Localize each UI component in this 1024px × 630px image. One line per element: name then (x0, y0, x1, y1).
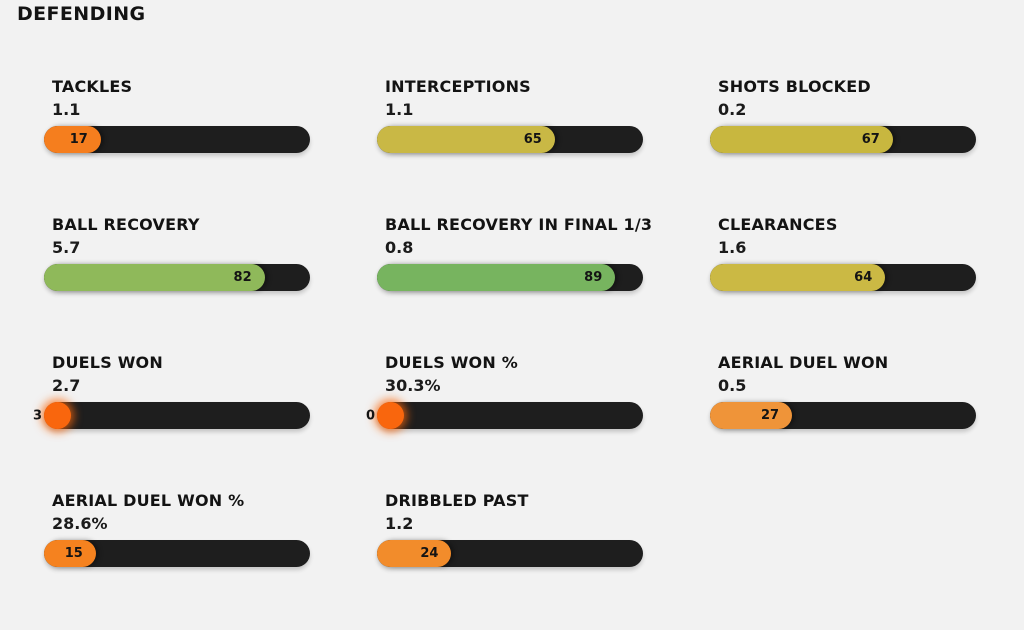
percentile-bar-track: 65 (377, 126, 643, 153)
percentile-pill: 64 (710, 264, 886, 291)
percentile-pill: 27 (710, 402, 793, 429)
percentile-number: 27 (760, 408, 780, 423)
percentile-number-outside: 0 (365, 408, 375, 423)
percentile-number: 15 (64, 546, 83, 561)
percentile-pill (44, 402, 71, 429)
stat-value: 5.7 (52, 238, 81, 257)
stat-label: BALL RECOVERY (52, 215, 200, 234)
stat-value: 0.5 (718, 376, 747, 395)
percentile-number-outside: 3 (32, 408, 42, 423)
stat-value: 1.6 (718, 238, 747, 257)
stat-label: DUELS WON % (385, 353, 518, 372)
percentile-number: 89 (584, 270, 603, 285)
stat-value: 1.1 (385, 100, 414, 119)
stat-cell: BALL RECOVERY IN FINAL 1/3 0.8 89 (377, 215, 653, 291)
stat-label: BALL RECOVERY IN FINAL 1/3 (385, 215, 653, 234)
percentile-bar-track: 3 (33, 402, 310, 429)
percentile-bar-track: 27 (710, 402, 976, 429)
stat-label: TACKLES (52, 77, 133, 96)
percentile-pill: 82 (44, 264, 265, 291)
stat-label: DUELS WON (52, 353, 163, 372)
stat-label: SHOTS BLOCKED (718, 77, 871, 96)
percentile-pill: 24 (377, 540, 452, 567)
stat-value: 1.1 (52, 100, 81, 119)
percentile-bar-track: 89 (377, 264, 643, 291)
percentile-bar-track: 17 (44, 126, 310, 153)
stat-cell: DUELS WON % 30.3% 0 (366, 353, 643, 429)
percentile-bar-track: 64 (710, 264, 976, 291)
percentile-number: 17 (69, 132, 88, 147)
percentile-number: 65 (523, 132, 542, 147)
stat-value: 30.3% (385, 376, 441, 395)
stat-cell: SHOTS BLOCKED 0.2 67 (710, 77, 976, 153)
stat-label: AERIAL DUEL WON % (52, 491, 245, 510)
percentile-bar-track: 82 (44, 264, 310, 291)
stat-value: 2.7 (52, 376, 81, 395)
percentile-pill: 67 (710, 126, 893, 153)
stat-label: CLEARANCES (718, 215, 838, 234)
percentile-pill (377, 402, 404, 429)
stat-cell: DUELS WON 2.7 3 (33, 353, 310, 429)
percentile-bar-track: 24 (377, 540, 643, 567)
section-title: DEFENDING (17, 3, 146, 25)
stat-value: 28.6% (52, 514, 108, 533)
stat-cell: BALL RECOVERY 5.7 82 (44, 215, 310, 291)
stat-cell: DRIBBLED PAST 1.2 24 (377, 491, 643, 567)
percentile-bar-track: 15 (44, 540, 310, 567)
percentile-number: 24 (420, 546, 439, 561)
stat-cell: INTERCEPTIONS 1.1 65 (377, 77, 643, 153)
stat-cell: AERIAL DUEL WON 0.5 27 (710, 353, 976, 429)
stat-cell: AERIAL DUEL WON % 28.6% 15 (44, 491, 310, 567)
stat-label: INTERCEPTIONS (385, 77, 531, 96)
percentile-number: 82 (233, 270, 252, 285)
stats-grid: TACKLES 1.1 17 INTERCEPTIONS 1.1 65 SHOT… (33, 77, 976, 567)
percentile-pill: 89 (377, 264, 616, 291)
percentile-bar-track: 0 (366, 402, 643, 429)
stat-cell: TACKLES 1.1 17 (44, 77, 310, 153)
stat-value: 0.8 (385, 238, 414, 257)
stat-cell: CLEARANCES 1.6 64 (710, 215, 976, 291)
stat-label: AERIAL DUEL WON (718, 353, 889, 372)
stat-value: 0.2 (718, 100, 747, 119)
stat-label: DRIBBLED PAST (385, 491, 529, 510)
percentile-pill: 65 (377, 126, 555, 153)
percentile-pill: 17 (44, 126, 101, 153)
percentile-number: 67 (861, 132, 880, 147)
stat-value: 1.2 (385, 514, 414, 533)
percentile-number: 64 (854, 270, 873, 285)
percentile-bar-track: 67 (710, 126, 976, 153)
percentile-pill: 15 (44, 540, 96, 567)
